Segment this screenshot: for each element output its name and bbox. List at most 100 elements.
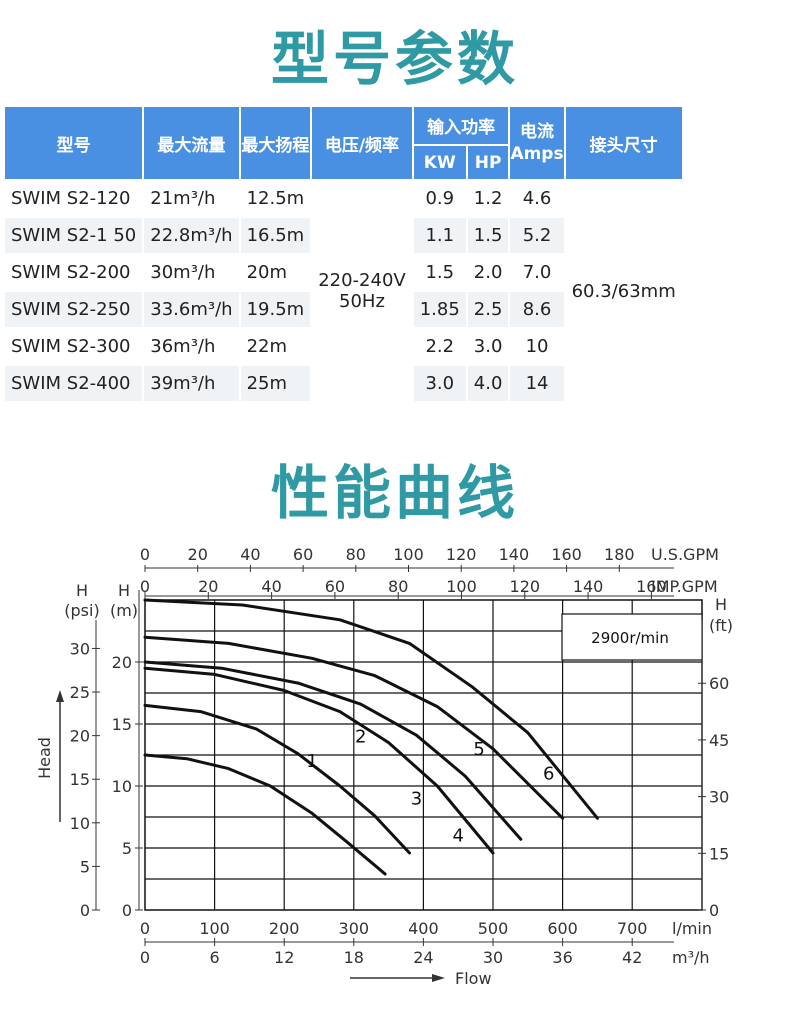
- cell-voltage: 220-240V 50Hz: [312, 181, 412, 401]
- tick-label-lmin: 500: [478, 919, 509, 938]
- cell-flow: 21m³/h: [150, 188, 216, 209]
- table-row: SWIM S2-120 21m³/h 12.5m 220-240V 50Hz 0…: [5, 181, 682, 401]
- tick-label-m3h: 30: [483, 948, 503, 967]
- tick-label-impgpm: 20: [198, 577, 218, 596]
- section-title-curves: 性能曲线: [270, 459, 519, 527]
- section-title-params: 型号参数: [270, 25, 519, 93]
- tick-label-usgpm: 160: [551, 545, 582, 564]
- tick-label-psi: 20: [70, 727, 90, 746]
- header-kw: KW: [413, 146, 466, 179]
- tick-label-usgpm: 60: [293, 545, 313, 564]
- cell-head: 12.5m: [246, 188, 305, 209]
- table-row: SWIM S2-200 30m³/h 20m 1.5 2.0 7.0: [5, 255, 682, 290]
- tick-label-psi: 30: [70, 639, 90, 658]
- tick-label-impgpm: 140: [573, 577, 604, 596]
- header-input-power: 输入功率: [413, 107, 509, 144]
- tick-label-usgpm: 40: [240, 545, 260, 564]
- spec-table: 型号 最大流量 最大扬程 电压/频率 输入功率 电流 Amps 接头尺寸 KW …: [3, 105, 684, 403]
- axis-label-ft-h: H: [715, 595, 727, 614]
- cell-amps: 4.6: [522, 188, 552, 209]
- cell-flow: 39m³/h: [144, 366, 239, 401]
- tick-label-usgpm: 180: [604, 545, 635, 564]
- axis-unit-m3h: m³/h: [672, 948, 710, 967]
- speed-label-box: [561, 613, 703, 661]
- tick-label-m3h: 0: [140, 948, 150, 967]
- tick-label-m3h: 12: [274, 948, 294, 967]
- cell-head: 25m: [240, 366, 311, 401]
- tick-label-usgpm: 140: [499, 545, 530, 564]
- cell-connector: 60.3/63mm: [565, 181, 682, 401]
- axis-label-m-h: H: [118, 581, 130, 600]
- cell-flow: 30m³/h: [150, 262, 216, 283]
- tick-label-m: 10: [112, 777, 132, 796]
- axis-label-psi-h: H: [76, 581, 88, 600]
- cell-hp: 2.5: [467, 292, 509, 327]
- tick-label-m3h: 24: [413, 948, 433, 967]
- cell-model: SWIM S2-200: [11, 262, 131, 283]
- tick-label-lmin: 100: [199, 919, 230, 938]
- cell-amps: 14: [510, 366, 564, 401]
- flow-arrow-head: [432, 974, 445, 982]
- tick-label-usgpm: 0: [140, 545, 150, 564]
- cell-model: SWIM S2-300: [11, 336, 131, 357]
- cell-head: 20m: [246, 262, 288, 283]
- cell-hp: 2.0: [473, 262, 503, 283]
- tick-label-impgpm: 100: [446, 577, 477, 596]
- cell-kw: 1.85: [413, 292, 466, 327]
- head-label: Head: [35, 737, 54, 779]
- curve-6: [143, 598, 599, 820]
- cell-head: 19.5m: [240, 292, 311, 327]
- tick-label-impgpm: 80: [388, 577, 408, 596]
- axis-unit-usgpm: U.S.GPM: [651, 545, 719, 564]
- tick-label-m: 15: [112, 715, 132, 734]
- curve-label-5: 5: [473, 739, 484, 760]
- tick-label-m3h: 18: [344, 948, 364, 967]
- tick-label-ft: 15: [709, 844, 729, 863]
- tick-label-usgpm: 20: [188, 545, 208, 564]
- cell-kw: 0.9: [425, 188, 455, 209]
- header-max-flow: 最大流量: [144, 107, 239, 179]
- head-arrow-head: [56, 690, 64, 702]
- curve-2: [143, 703, 411, 855]
- tick-label-m3h: 36: [552, 948, 572, 967]
- tick-label-ft: 45: [709, 731, 729, 750]
- cell-hp: 3.0: [473, 336, 503, 357]
- tick-label-ft: 30: [709, 788, 729, 807]
- tick-label-lmin: 600: [547, 919, 578, 938]
- tick-label-usgpm: 100: [393, 545, 424, 564]
- tick-label-impgpm: 0: [140, 577, 150, 596]
- tick-label-psi: 15: [70, 770, 90, 789]
- tick-label-impgpm: 40: [261, 577, 281, 596]
- cell-model: SWIM S2-250: [5, 292, 143, 327]
- frequency-value: 50Hz: [339, 291, 385, 312]
- voltage-value: 220-240V: [318, 270, 406, 291]
- cell-model: SWIM S2-1 50: [5, 218, 143, 253]
- tick-label-m: 20: [112, 653, 132, 672]
- cell-model: SWIM S2-400: [5, 366, 143, 401]
- tick-label-ft: 60: [709, 674, 729, 693]
- tick-label-impgpm: 60: [325, 577, 345, 596]
- tick-label-lmin: 0: [140, 919, 150, 938]
- curve-1: [143, 753, 387, 876]
- cell-amps: 5.2: [510, 218, 564, 253]
- cell-flow: 33.6m³/h: [144, 292, 239, 327]
- tick-label-impgpm: 160: [636, 577, 667, 596]
- table-row: SWIM S2-400 39m³/h 25m 3.0 4.0 14: [5, 366, 682, 401]
- tick-label-lmin: 200: [269, 919, 300, 938]
- tick-label-impgpm: 120: [510, 577, 541, 596]
- curve-4: [143, 660, 523, 841]
- tick-label-m: 0: [122, 901, 132, 920]
- curve-label-2: 2: [355, 726, 366, 747]
- tick-label-ft: 0: [709, 901, 719, 920]
- axis-label-m-unit: (m): [110, 601, 138, 620]
- cell-kw: 3.0: [413, 366, 466, 401]
- header-hp: HP: [467, 146, 509, 179]
- cell-kw: 1.1: [413, 218, 466, 253]
- curve-3: [143, 666, 495, 855]
- curve-label-1: 1: [306, 751, 317, 772]
- table-row: SWIM S2-1 50 22.8m³/h 16.5m 1.1 1.5 5.2: [5, 218, 682, 253]
- tick-label-usgpm: 120: [446, 545, 477, 564]
- header-current: 电流 Amps: [510, 107, 564, 179]
- cell-hp: 1.5: [467, 218, 509, 253]
